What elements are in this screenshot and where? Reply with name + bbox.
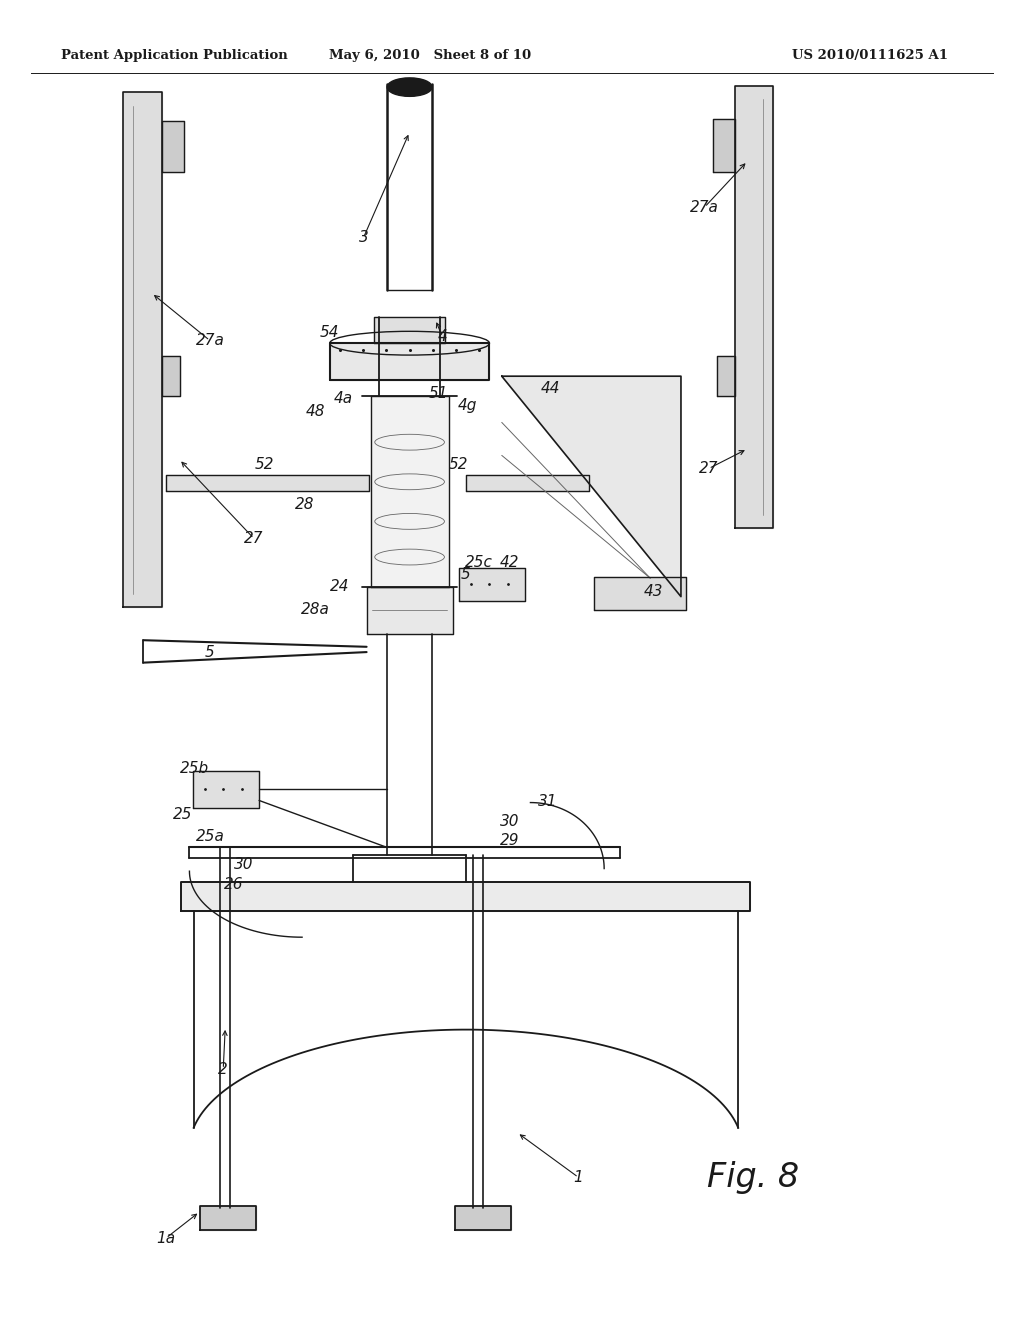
- Text: Patent Application Publication: Patent Application Publication: [61, 49, 288, 62]
- Text: 52: 52: [449, 457, 469, 473]
- Text: 4: 4: [437, 329, 447, 345]
- Text: US 2010/0111625 A1: US 2010/0111625 A1: [793, 49, 948, 62]
- Polygon shape: [717, 356, 735, 396]
- Text: 2: 2: [218, 1061, 228, 1077]
- Text: 25b: 25b: [180, 760, 209, 776]
- Text: 27a: 27a: [690, 199, 719, 215]
- Text: 27a: 27a: [196, 333, 224, 348]
- Text: 48: 48: [305, 404, 326, 420]
- Polygon shape: [466, 475, 589, 491]
- Text: 25c: 25c: [465, 554, 494, 570]
- Text: 1: 1: [573, 1170, 584, 1185]
- Polygon shape: [123, 92, 162, 607]
- Text: 51: 51: [428, 385, 449, 401]
- Polygon shape: [459, 568, 525, 601]
- Polygon shape: [374, 317, 445, 343]
- Text: 42: 42: [500, 554, 520, 570]
- Polygon shape: [371, 396, 449, 587]
- Text: 27: 27: [244, 531, 264, 546]
- Text: 5: 5: [461, 566, 471, 582]
- Text: 25a: 25a: [196, 829, 224, 845]
- Text: 44: 44: [541, 380, 561, 396]
- Polygon shape: [162, 121, 184, 172]
- Text: 4a: 4a: [334, 391, 352, 407]
- Text: 43: 43: [643, 583, 664, 599]
- Text: 30: 30: [233, 857, 254, 873]
- Polygon shape: [594, 577, 686, 610]
- Polygon shape: [162, 356, 180, 396]
- Text: 1a: 1a: [157, 1230, 175, 1246]
- Polygon shape: [200, 1206, 256, 1230]
- Polygon shape: [193, 771, 259, 808]
- Polygon shape: [367, 587, 453, 634]
- Polygon shape: [166, 475, 369, 491]
- Text: Fig. 8: Fig. 8: [707, 1162, 799, 1193]
- Text: 24: 24: [330, 578, 350, 594]
- Ellipse shape: [387, 78, 432, 96]
- Text: 27: 27: [698, 461, 719, 477]
- Text: 29: 29: [500, 833, 520, 849]
- Text: 28a: 28a: [301, 602, 330, 618]
- Polygon shape: [455, 1206, 511, 1230]
- Text: 25: 25: [172, 807, 193, 822]
- Text: May 6, 2010   Sheet 8 of 10: May 6, 2010 Sheet 8 of 10: [329, 49, 531, 62]
- Text: 30: 30: [500, 813, 520, 829]
- Text: 52: 52: [254, 457, 274, 473]
- Text: 26: 26: [223, 876, 244, 892]
- Polygon shape: [330, 343, 489, 380]
- Text: 4g: 4g: [458, 397, 476, 413]
- Polygon shape: [502, 376, 681, 597]
- Polygon shape: [181, 882, 751, 911]
- Polygon shape: [713, 119, 735, 172]
- Text: 3: 3: [358, 230, 369, 246]
- Text: 5: 5: [205, 644, 215, 660]
- Polygon shape: [735, 86, 773, 528]
- Text: 54: 54: [319, 325, 340, 341]
- Text: 28: 28: [295, 496, 315, 512]
- Text: 31: 31: [538, 793, 558, 809]
